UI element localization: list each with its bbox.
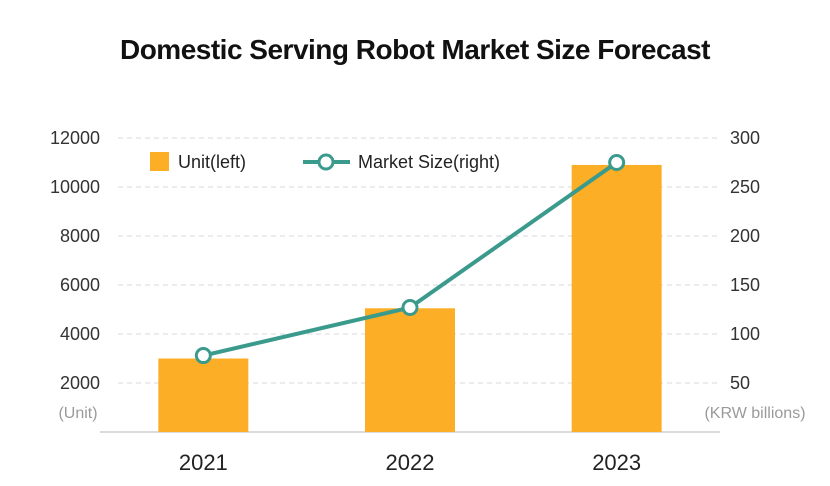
x-tick-label: 2023 <box>592 450 641 475</box>
legend: Unit(left) Market Size(right) <box>150 152 500 172</box>
market-size-point-2022 <box>401 299 419 317</box>
legend-label-unit: Unit(left) <box>178 152 246 172</box>
chart-title: Domestic Serving Robot Market Size Forec… <box>119 34 711 65</box>
x-tick-label: 2021 <box>179 450 228 475</box>
bar-unit-2023 <box>571 164 662 432</box>
left-axis-unit-label: (Unit) <box>58 405 97 422</box>
market-size-point-2023 <box>608 154 626 171</box>
right-tick-label: 250 <box>730 177 760 197</box>
market-size-line <box>194 154 626 365</box>
right-axis-unit-label: (KRW billions) <box>704 405 805 422</box>
left-tick-label: 6000 <box>60 275 100 295</box>
legend-label-market-size: Market Size(right) <box>358 152 500 172</box>
x-axis-ticks: 2021 2022 2023 <box>179 450 641 475</box>
left-tick-label: 12000 <box>50 128 100 148</box>
left-tick-label: 4000 <box>60 324 100 344</box>
legend-marker-market-size <box>317 153 335 171</box>
bar-unit-2021 <box>158 358 249 432</box>
right-tick-label: 200 <box>730 226 760 246</box>
left-axis-ticks: 2000 4000 6000 8000 10000 12000 <box>50 128 100 393</box>
right-axis-ticks: 50 100 150 200 250 300 <box>730 128 760 393</box>
bar-unit-2022 <box>365 308 455 432</box>
right-tick-label: 100 <box>730 324 760 344</box>
x-tick-label: 2022 <box>386 450 435 475</box>
bars <box>158 164 662 432</box>
left-tick-label: 2000 <box>60 373 100 393</box>
market-size-point-2021 <box>194 347 212 365</box>
right-tick-label: 300 <box>730 128 760 148</box>
left-tick-label: 10000 <box>50 177 100 197</box>
right-tick-label: 150 <box>730 275 760 295</box>
left-tick-label: 8000 <box>60 226 100 246</box>
right-tick-label: 50 <box>730 373 750 393</box>
legend-swatch-unit <box>150 152 169 171</box>
